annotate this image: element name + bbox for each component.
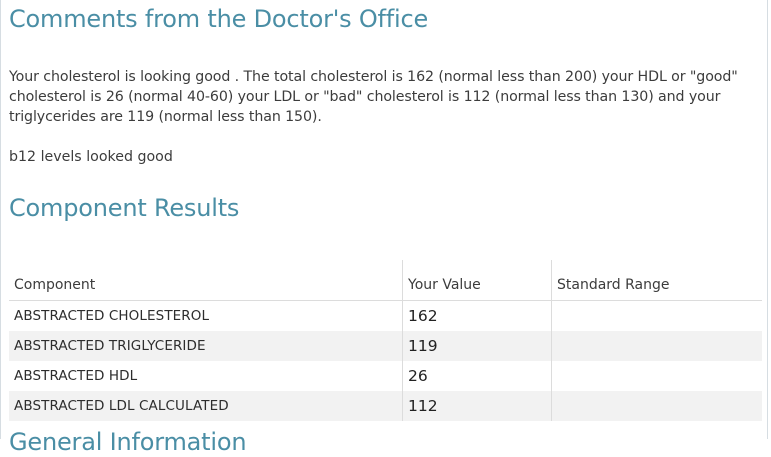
component-name: ABSTRACTED TRIGLYCERIDE (9, 331, 403, 361)
component-range (551, 391, 762, 421)
component-value: 162 (402, 300, 552, 331)
frame-right-border (767, 0, 768, 439)
component-name: ABSTRACTED HDL (14, 368, 138, 384)
frame-left-border (0, 0, 1, 439)
header-component: Component (9, 260, 403, 301)
header-standard-range: Standard Range (551, 260, 762, 301)
component-name: ABSTRACTED LDL CALCULATED (9, 391, 403, 421)
table-row: ABSTRACTED TRIGLYCERIDE 119 (9, 331, 762, 361)
table-row: ABSTRACTED CHOLESTEROL 162 (9, 300, 762, 331)
component-range (551, 361, 762, 391)
component-range (551, 300, 762, 331)
table-row: ABSTRACTED LDL CALCULATED 112 (9, 391, 762, 421)
table-header-row: Component Your Value Standard Range (9, 260, 762, 301)
table-row: ABSTRACTED HDL 26 (9, 361, 762, 391)
component-value: 112 (402, 391, 552, 421)
component-value: 26 (402, 361, 552, 391)
comments-section-title: Comments from the Doctor's Office (9, 5, 429, 33)
header-your-value: Your Value (402, 260, 552, 301)
component-results-table: Component Your Value Standard Range ABST… (9, 260, 762, 421)
component-value: 119 (402, 331, 552, 361)
component-range (551, 331, 762, 361)
general-information-title: General Information (9, 428, 247, 456)
doctor-comment-b12: b12 levels looked good (9, 149, 173, 165)
component-name: ABSTRACTED CHOLESTEROL (14, 308, 210, 324)
doctor-comment-paragraph: Your cholesterol is looking good . The t… (9, 69, 738, 125)
component-results-title: Component Results (9, 194, 240, 222)
